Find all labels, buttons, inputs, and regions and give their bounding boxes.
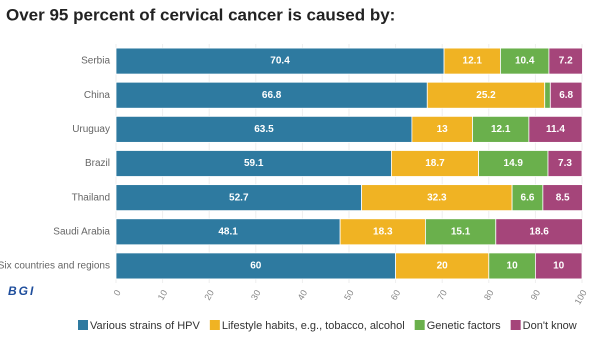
bar-segment <box>542 184 583 212</box>
bar-segment <box>425 218 497 246</box>
bar-segment <box>547 150 583 177</box>
bar-segment <box>339 218 426 246</box>
x-tick-label: 70 <box>435 288 449 302</box>
data-label: 11.4 <box>546 124 565 135</box>
data-label: 15.1 <box>451 226 471 237</box>
data-label: 10 <box>507 261 519 272</box>
logo: BGI <box>8 284 35 298</box>
legend-swatch <box>209 320 220 330</box>
x-tick-label: 60 <box>389 288 403 302</box>
y-tick-label: Six countries and regions <box>0 261 110 272</box>
data-label: 6.8 <box>559 90 573 101</box>
bar-segment <box>548 47 583 75</box>
legend-label: Don't know <box>523 320 577 332</box>
bar-segment <box>495 218 583 246</box>
data-label: 10.4 <box>515 56 535 67</box>
bar-segment <box>391 150 479 177</box>
x-tick-label: 20 <box>202 288 216 302</box>
bar-segment <box>426 81 546 109</box>
legend-swatch <box>510 320 521 330</box>
x-tick-label: 50 <box>342 288 356 302</box>
data-label: 10 <box>553 261 565 272</box>
bar-segment <box>549 81 583 109</box>
data-label: 18.3 <box>373 226 393 237</box>
legend-label: Lifestyle habits, e.g., tobacco, alcohol <box>222 320 405 332</box>
data-label: 12.1 <box>463 56 483 67</box>
bar-segment <box>115 218 341 246</box>
data-label: 32.3 <box>427 192 447 203</box>
y-tick-label: Saudi Arabia <box>53 226 110 237</box>
data-label: 7.3 <box>558 158 572 169</box>
y-tick-label: Uruguay <box>72 124 110 135</box>
bar-segment <box>472 115 530 143</box>
bar-segment <box>115 252 397 280</box>
x-tick-label: 90 <box>529 288 543 302</box>
bar-segment <box>528 115 583 143</box>
data-label: 12.1 <box>491 124 511 135</box>
x-tick-label: 100 <box>573 288 589 306</box>
bar-segment <box>115 184 362 212</box>
data-label: 63.5 <box>254 124 274 135</box>
legend-label: Genetic factors <box>427 320 501 332</box>
bar-segment <box>488 252 536 280</box>
x-tick-label: 10 <box>156 288 170 302</box>
y-tick-label: Serbia <box>81 56 110 67</box>
legend-swatch <box>78 320 88 330</box>
data-label: 70.4 <box>270 56 290 67</box>
data-label: 8.5 <box>556 192 570 203</box>
data-label: 20 <box>437 261 449 272</box>
data-label: 18.6 <box>529 226 549 237</box>
data-label: 7.2 <box>559 56 573 67</box>
bar-segment <box>544 81 551 109</box>
data-label: 59.1 <box>244 158 264 169</box>
data-label: 25.2 <box>476 90 496 101</box>
x-tick-label: 0 <box>112 288 123 297</box>
bar-segment <box>395 252 490 280</box>
y-tick-label: Brazil <box>85 158 110 169</box>
y-tick-label: China <box>84 90 111 101</box>
data-label: 66.8 <box>262 90 282 101</box>
legend-swatch <box>414 320 425 330</box>
bar-segment <box>115 47 445 75</box>
x-tick-label: 30 <box>249 288 263 302</box>
legend-label: Various strains of HPV <box>90 320 201 332</box>
x-tick-label: 40 <box>296 288 310 302</box>
y-tick-label: Thailand <box>72 192 110 203</box>
bar-segment <box>411 115 473 143</box>
x-tick-label: 80 <box>482 288 496 302</box>
bar-segment <box>535 252 583 280</box>
bar-segment <box>361 184 513 212</box>
bar-segment <box>115 81 428 109</box>
data-label: 48.1 <box>218 226 238 237</box>
bar-segment <box>443 47 501 75</box>
chart-title: Over 95 percent of cervical cancer is ca… <box>6 5 395 24</box>
bar-segment <box>511 184 544 212</box>
data-label: 6.6 <box>521 192 535 203</box>
bar-segment <box>478 150 549 177</box>
data-label: 14.9 <box>504 158 524 169</box>
data-label: 60 <box>250 261 262 272</box>
data-label: 18.7 <box>425 158 445 169</box>
data-label: 52.7 <box>229 192 249 203</box>
data-label: 13 <box>437 124 449 135</box>
bar-segment <box>115 150 392 177</box>
